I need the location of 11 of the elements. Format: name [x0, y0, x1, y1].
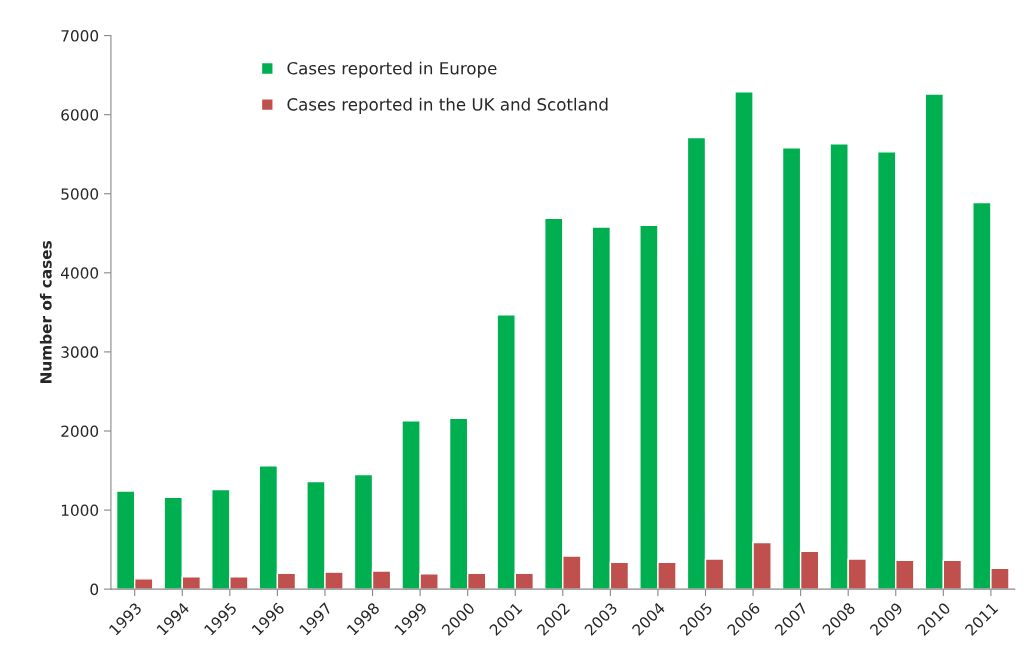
y-tick-label: 2000 [61, 425, 99, 438]
y-tick-label: 0 [90, 583, 99, 596]
y-tick-label: 5000 [61, 188, 99, 200]
y-tick-label: 4000 [60, 267, 99, 279]
legend-label: Cases reported in the UK and Scotland [287, 97, 608, 114]
y-tick-label: 7000 [61, 30, 99, 42]
y-axis-title: Number of cases [39, 241, 52, 384]
y-tick-label: 1000 [61, 504, 99, 517]
legend-label: Cases reported in Europe [287, 61, 497, 78]
y-tick-label: 3000 [61, 346, 99, 358]
y-tick-label: 6000 [61, 109, 99, 121]
